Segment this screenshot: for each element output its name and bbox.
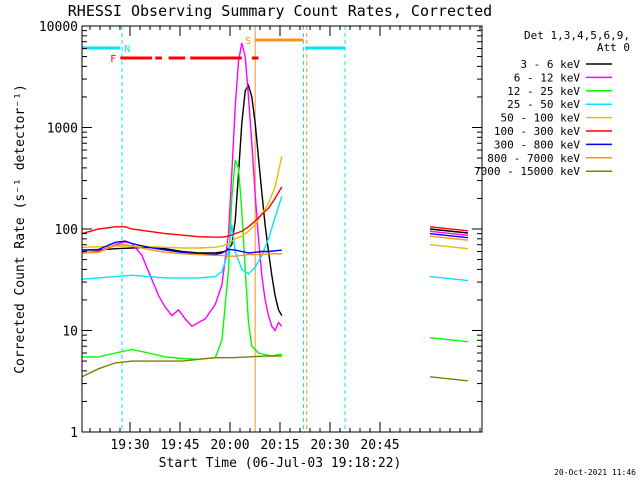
series-tail <box>429 275 469 282</box>
legend-label: 7000 - 15000 keV <box>474 165 580 178</box>
footer-timestamp: 20-Oct-2021 11:46 <box>554 468 636 477</box>
x-tick-label: 19:45 <box>160 438 199 453</box>
series-line <box>82 159 282 361</box>
series-tail <box>429 232 469 239</box>
legend-label: 50 - 100 keV <box>501 112 581 125</box>
series-line <box>81 243 282 257</box>
series-tail <box>429 244 469 250</box>
x-axis-label: Start Time (06-Jul-03 19:18:22) <box>159 456 402 471</box>
series-line <box>81 156 283 249</box>
series-tail <box>429 226 469 232</box>
series-tail <box>429 376 469 382</box>
chart-title: RHESSI Observing Summary Count Rates, Co… <box>68 2 492 20</box>
y-tick-label: 10 <box>62 325 78 340</box>
legend-label: 6 - 12 keV <box>514 71 581 84</box>
series-line <box>82 83 283 317</box>
series-line <box>81 355 282 378</box>
y-tick-label: 10000 <box>39 20 78 35</box>
series-line <box>81 240 282 256</box>
legend-header: Det 1,3,4,5,6,9, <box>524 29 630 42</box>
flag-label: N <box>124 44 130 55</box>
flag-label: S <box>245 36 251 47</box>
flag-label: F <box>110 54 116 65</box>
x-tick-label: 20:00 <box>210 438 249 453</box>
plot-layer: NF S <box>81 26 469 432</box>
series-line <box>81 196 283 280</box>
legend-label: 3 - 6 keV <box>520 58 580 71</box>
series-tail <box>429 336 469 343</box>
legend-header: Att 0 <box>597 41 630 54</box>
legend-label: 800 - 7000 keV <box>487 152 580 165</box>
legend-label: 300 - 800 keV <box>494 138 580 151</box>
legend-label: 12 - 25 keV <box>507 85 580 98</box>
y-axis-label: Corrected Count Rate (s⁻¹ detector⁻¹) <box>13 84 28 374</box>
series-tail <box>429 228 469 234</box>
series-tail <box>429 235 469 241</box>
x-tick-label: 20:15 <box>260 438 299 453</box>
legend-label: 25 - 50 keV <box>507 98 580 111</box>
x-tick-label: 19:30 <box>110 438 149 453</box>
x-tick-label: 20:45 <box>360 438 399 453</box>
series-tail <box>429 230 469 236</box>
y-tick-label: 1000 <box>47 122 78 137</box>
y-tick-label: 100 <box>55 223 78 238</box>
y-tick-label: 1 <box>70 426 78 441</box>
legend-label: 100 - 300 keV <box>494 125 580 138</box>
axis-layer: 1 10 100 1000 10000 19:30 19:45 20:00 20:15 20:30… <box>39 20 482 453</box>
series-line <box>81 186 283 238</box>
x-tick-label: 20:30 <box>310 438 349 453</box>
plot-frame <box>81 25 483 433</box>
series-line <box>81 42 283 332</box>
